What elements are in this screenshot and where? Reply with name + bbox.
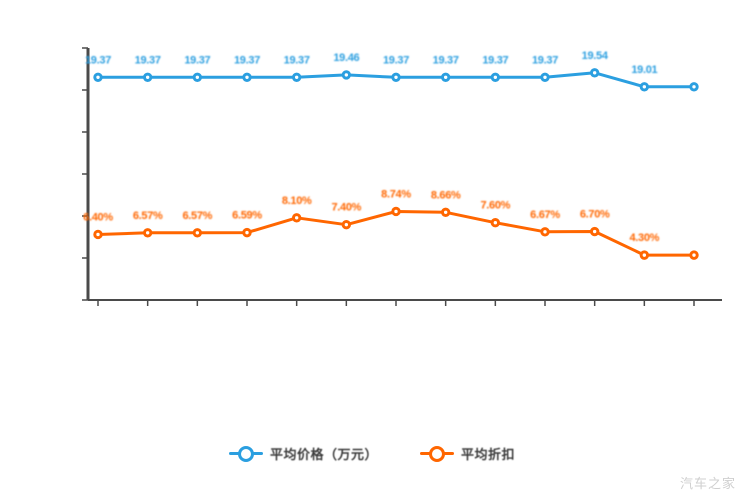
data-point-marker	[192, 72, 203, 82]
data-point-marker	[589, 68, 600, 78]
chart-axes	[82, 47, 722, 306]
data-point-marker	[291, 213, 302, 223]
ring-marker-icon	[420, 446, 454, 462]
y-axis-ticks	[82, 47, 88, 301]
markers-average-price	[93, 68, 699, 92]
data-point-label: 7.60%	[480, 200, 510, 212]
data-point-label: 19.37	[234, 54, 260, 66]
data-point-label: 19.37	[135, 54, 161, 66]
data-point-label: 6.57%	[182, 210, 212, 222]
data-point-marker	[93, 72, 103, 82]
data-point-marker	[242, 72, 252, 82]
data-point-label: 8.66%	[431, 189, 461, 201]
chart-legend: 平均价格（万元） 平均折扣	[0, 440, 744, 466]
data-point-marker	[689, 82, 699, 92]
markers-average-discount	[93, 206, 699, 260]
data-point-marker	[490, 72, 501, 82]
x-axis-ticks	[97, 300, 695, 306]
data-point-label: 19.37	[532, 54, 558, 66]
ring-marker-icon	[228, 446, 263, 462]
data-point-label: 19.37	[184, 54, 210, 66]
data-point-marker	[589, 226, 600, 237]
data-point-marker	[192, 228, 203, 238]
data-point-marker	[440, 72, 451, 82]
data-point-label: 19.54	[582, 50, 609, 62]
data-point-label: 7.40%	[331, 202, 361, 214]
data-point-label: 19.46	[333, 52, 359, 64]
data-point-label: 19.37	[482, 54, 508, 66]
data-point-marker	[93, 229, 103, 240]
data-point-label: 4.30%	[629, 232, 659, 244]
data-point-marker	[490, 217, 501, 228]
series-average-discount: 6.40% 6.57% 6.57% 6.59% 8.10% 7.40% 8.74% 8.66%…	[83, 188, 699, 260]
data-point-label: 19.01	[631, 64, 657, 76]
data-point-marker	[291, 72, 302, 82]
data-point-label: 6.59%	[232, 210, 262, 222]
legend-label-average-price: 平均价格（万元）	[269, 446, 378, 462]
data-point-label: 8.10%	[282, 195, 312, 207]
data-point-marker	[142, 72, 153, 82]
data-point-marker	[391, 72, 401, 82]
data-point-label: 6.67%	[530, 209, 560, 221]
data-point-marker	[639, 250, 650, 260]
data-labels-average-price: 19.37 19.37 19.37 19.37 19.37 19.46 19.37 19.37…	[85, 50, 658, 76]
data-point-label: 6.57%	[133, 210, 163, 222]
watermark-autohome: 汽车之家	[679, 477, 736, 492]
data-point-marker	[341, 219, 352, 230]
legend-item-average-discount[interactable]: 平均折扣	[420, 444, 515, 463]
data-point-label: 19.37	[85, 54, 111, 66]
data-point-marker	[142, 228, 153, 238]
data-point-label: 8.74%	[381, 188, 411, 200]
data-point-marker	[242, 227, 252, 238]
series-average-price: 19.37 19.37 19.37 19.37 19.37 19.46 19.37 19.37…	[85, 50, 699, 92]
data-point-label: 19.37	[284, 54, 310, 66]
data-point-label: 19.37	[433, 54, 459, 66]
legend-item-average-price[interactable]: 平均价格（万元）	[228, 444, 378, 463]
data-point-marker	[440, 207, 451, 217]
data-point-marker	[639, 82, 650, 92]
legend-label-average-discount: 平均折扣	[461, 446, 516, 462]
data-point-marker	[689, 250, 699, 260]
data-point-marker	[540, 227, 550, 237]
data-point-marker	[540, 72, 550, 82]
data-point-marker	[391, 206, 401, 217]
data-point-label: 6.70%	[580, 209, 610, 221]
data-point-marker	[341, 70, 352, 80]
data-point-label: 19.37	[383, 54, 409, 66]
data-point-label: 6.40%	[83, 211, 113, 223]
data-labels-average-discount: 6.40% 6.57% 6.57% 6.59% 8.10% 7.40% 8.74% 8.66%…	[83, 188, 660, 244]
